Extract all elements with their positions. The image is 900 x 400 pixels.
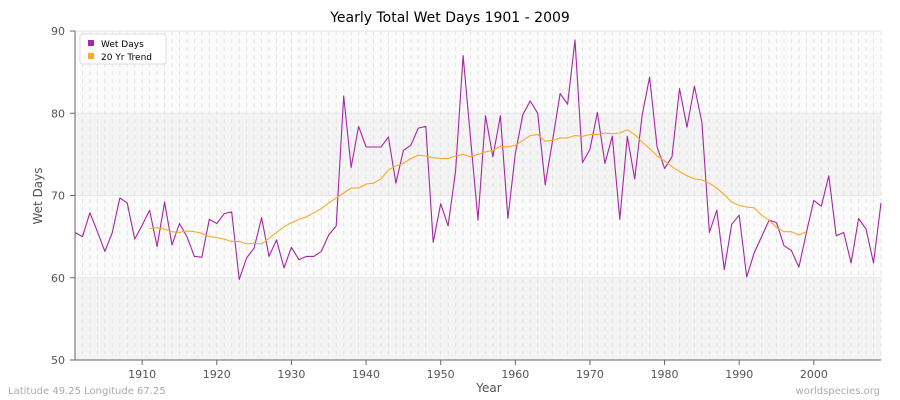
x-tick-label: 1930	[277, 368, 305, 381]
series-trend-line	[149, 129, 807, 245]
y-axis-label: Wet Days	[31, 167, 45, 224]
x-tick-label: 1960	[501, 368, 529, 381]
chart-title: Yearly Total Wet Days 1901 - 2009	[329, 10, 570, 26]
x-tick-label: 1940	[352, 368, 380, 381]
x-tick-label: 1950	[427, 368, 455, 381]
x-tick-label: 1980	[651, 368, 679, 381]
y-tick-label: 50	[51, 354, 65, 367]
y-tick-label: 60	[51, 272, 65, 285]
y-tick-label: 70	[51, 190, 65, 203]
footer-location: Latitude 49.25 Longitude 67.25	[8, 386, 166, 397]
x-axis-label: Year	[475, 381, 501, 395]
x-tick-label: 1990	[725, 368, 753, 381]
x-tick-label: 1920	[203, 368, 231, 381]
legend-swatch-wet-days	[88, 40, 94, 46]
x-tick-label: 1970	[576, 368, 604, 381]
y-tick-label: 80	[51, 107, 65, 120]
legend-box	[79, 33, 167, 65]
x-tick-label: 1910	[128, 368, 156, 381]
legend: Wet Days 20 Yr Trend	[79, 33, 167, 65]
series-wet-days-line	[74, 39, 882, 280]
legend-swatch-trend	[88, 53, 94, 59]
legend-label-wet-days: Wet Days	[101, 40, 144, 50]
legend-label-trend: 20 Yr Trend	[101, 53, 152, 63]
y-tick-label: 90	[51, 25, 65, 38]
footer-source: worldspecies.org	[796, 386, 880, 397]
x-tick-label: 2000	[800, 368, 828, 381]
